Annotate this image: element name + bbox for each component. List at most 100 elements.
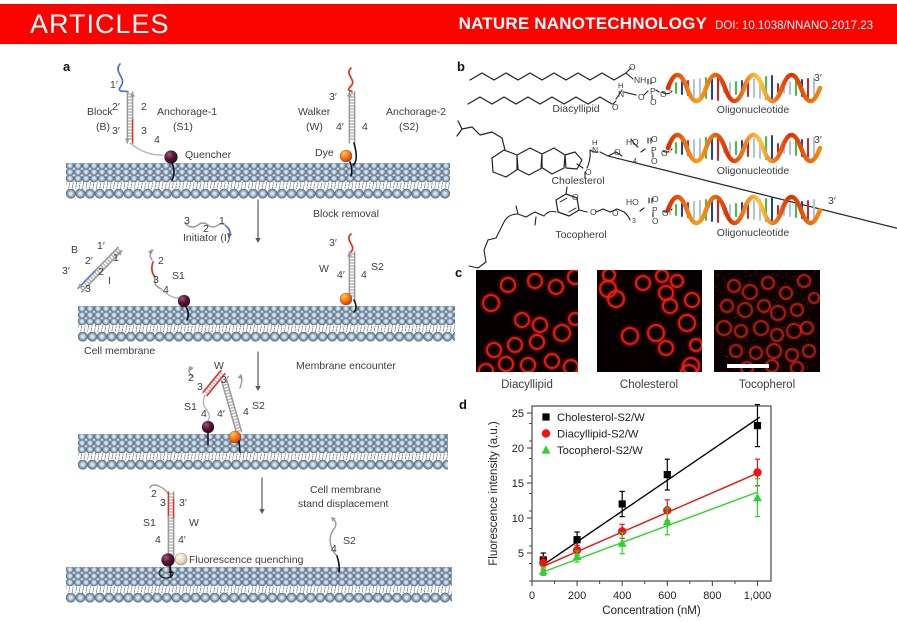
noise-speckle: [806, 366, 808, 368]
cell-ring: [563, 359, 578, 372]
noise-speckle: [782, 339, 784, 341]
noise-speckle: [768, 323, 770, 325]
b1-O4: O: [650, 75, 657, 85]
a-bi-3: 3: [85, 283, 91, 295]
a-w2-W: W: [319, 263, 329, 275]
c-caption-diacyllipid: Diacyllipid: [501, 379, 553, 391]
noise-speckle: [725, 356, 727, 358]
svg-text:Cholesterol-S2/W: Cholesterol-S2/W: [557, 412, 645, 424]
cell-membrane-2: [78, 306, 455, 344]
articles-heading: ARTICLES: [30, 8, 170, 39]
cell-ring: [785, 348, 799, 362]
b2-HO: HO: [626, 137, 639, 147]
noise-speckle: [736, 302, 738, 304]
a-rel-4: 4: [331, 543, 337, 555]
a-enc-3prime: 3′: [221, 374, 229, 386]
noise-speckle: [721, 338, 723, 340]
lipid-bilayer-mem-tails: [78, 325, 455, 332]
a-init-3: 3: [184, 215, 190, 227]
cell-ring: [655, 270, 669, 283]
noise-speckle: [782, 349, 784, 351]
noise-speckle: [715, 311, 717, 313]
noise-speckle: [743, 347, 745, 349]
b2-O1: O: [585, 167, 592, 177]
a-disp-line2: stand displacement: [298, 498, 389, 510]
b3-P: P: [652, 205, 658, 215]
b2-O3: O: [651, 134, 658, 144]
noise-speckle: [789, 345, 791, 347]
a-block-line1: Block: [87, 106, 113, 118]
c-caption-tocopherol: Tocopherol: [738, 379, 796, 391]
a-block-line2: (B): [96, 121, 110, 133]
noise-speckle: [814, 322, 816, 324]
noise-speckle: [755, 299, 757, 301]
a-walker-line2: (W): [306, 121, 323, 133]
a-s1b-3: 3: [153, 274, 159, 286]
a-initiator: Initiator (I): [183, 232, 231, 244]
noise-speckle: [785, 273, 787, 275]
a-w2-4prime: 4′: [337, 269, 345, 281]
svg-text:5: 5: [518, 548, 524, 560]
lipid-bilayer-mem-bot: [66, 593, 452, 605]
a-bi-3prime: 3′: [62, 265, 70, 277]
noise-speckle: [809, 359, 811, 361]
noise-speckle: [747, 283, 749, 285]
noise-speckle: [787, 314, 789, 316]
noise-speckle: [720, 370, 722, 372]
noise-speckle: [734, 316, 736, 318]
noise-speckle: [757, 274, 759, 276]
noise-speckle: [716, 289, 718, 291]
cell-membrane-4: [66, 567, 452, 605]
noise-speckle: [714, 295, 716, 297]
noise-speckle: [776, 323, 778, 325]
cell-ring: [766, 343, 782, 359]
noise-speckle: [715, 287, 717, 289]
noise-speckle: [729, 337, 731, 339]
noise-speckle: [735, 361, 737, 363]
noise-speckle: [772, 299, 774, 301]
noise-speckle: [747, 301, 749, 303]
cell-ring: [507, 337, 523, 353]
cell-ring: [716, 320, 732, 336]
panel-a-letter: a: [63, 59, 71, 74]
lipid-bilayer-mem-bot: [78, 332, 455, 344]
noise-speckle: [734, 367, 736, 369]
noise-speckle: [752, 321, 754, 323]
b1-O1: O: [629, 62, 636, 72]
a-2prime: 2′: [112, 101, 120, 113]
noise-speckle: [754, 300, 756, 302]
cell-ring: [478, 363, 494, 372]
b3-HO: HO: [626, 197, 639, 207]
noise-speckle: [729, 272, 731, 274]
noise-speckle: [728, 337, 730, 339]
noise-speckle: [740, 299, 742, 301]
svg-text:400: 400: [613, 590, 631, 602]
cell-ring: [532, 317, 548, 333]
a-w2-3prime: 3′: [329, 237, 337, 249]
noise-speckle: [811, 320, 813, 322]
a-fin-4prime: 4′: [178, 534, 186, 546]
a-fin-3: 3: [160, 497, 166, 509]
noise-speckle: [787, 337, 789, 339]
cell-ring: [770, 305, 786, 321]
noise-speckle: [792, 276, 794, 278]
a-4prime: 4′: [336, 121, 344, 133]
cell-ring: [800, 321, 814, 335]
b3-O5: O: [662, 208, 669, 218]
noise-speckle: [741, 293, 743, 295]
noise-speckle: [788, 278, 790, 280]
noise-speckle: [715, 315, 717, 317]
micrograph-tocopherol: [714, 270, 820, 372]
noise-speckle: [797, 301, 799, 303]
noise-speckle: [727, 293, 729, 295]
svg-text:200: 200: [568, 590, 586, 602]
noise-speckle: [719, 304, 721, 306]
micrograph-cholesterol: [597, 270, 702, 372]
a-enc-3: 3: [197, 381, 203, 393]
cell-ring: [607, 290, 625, 308]
b2-O5: O: [661, 148, 668, 158]
noise-speckle: [755, 271, 757, 273]
noise-speckle: [812, 336, 814, 338]
cell-ring: [647, 324, 665, 342]
cell-ring: [742, 284, 758, 300]
